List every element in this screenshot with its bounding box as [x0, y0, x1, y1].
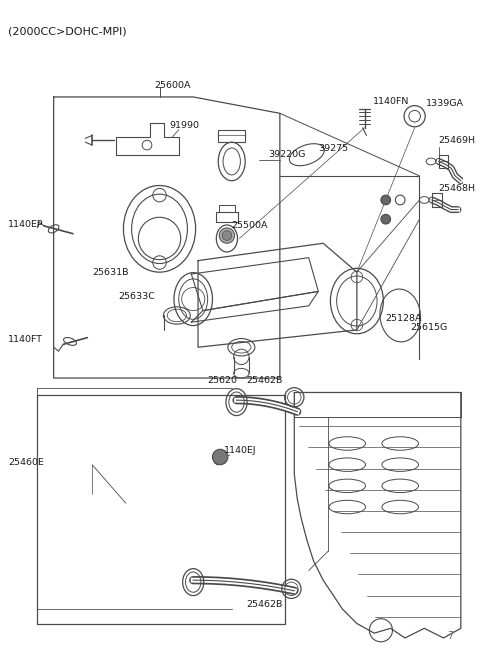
Text: 25468H: 25468H — [439, 184, 476, 193]
Text: 1140EP: 1140EP — [8, 219, 44, 229]
Text: 1339GA: 1339GA — [426, 99, 464, 108]
Text: 25500A: 25500A — [232, 221, 268, 231]
Text: 1140FT: 1140FT — [8, 335, 43, 344]
Circle shape — [222, 231, 232, 240]
Text: 1140FN: 1140FN — [373, 97, 409, 106]
Circle shape — [219, 228, 235, 243]
Text: 25633C: 25633C — [118, 291, 155, 301]
Text: 39275: 39275 — [318, 145, 348, 153]
Text: 1140EJ: 1140EJ — [224, 446, 257, 455]
Text: 25600A: 25600A — [155, 81, 191, 90]
Text: 25462B: 25462B — [246, 600, 283, 608]
Text: 25128A: 25128A — [386, 314, 422, 323]
Text: 7: 7 — [447, 631, 453, 641]
Text: 25615G: 25615G — [410, 324, 447, 333]
Text: 91990: 91990 — [169, 121, 199, 130]
Text: 25620: 25620 — [208, 377, 238, 385]
Circle shape — [213, 449, 228, 464]
Circle shape — [381, 214, 391, 224]
Text: 25460E: 25460E — [8, 458, 44, 467]
Text: (2000CC>DOHC-MPI): (2000CC>DOHC-MPI) — [8, 27, 127, 37]
Text: 39220G: 39220G — [268, 150, 306, 159]
Circle shape — [381, 195, 391, 205]
Text: 25469H: 25469H — [439, 136, 476, 145]
Text: 25631B: 25631B — [92, 268, 129, 276]
Text: 25462B: 25462B — [246, 377, 283, 385]
